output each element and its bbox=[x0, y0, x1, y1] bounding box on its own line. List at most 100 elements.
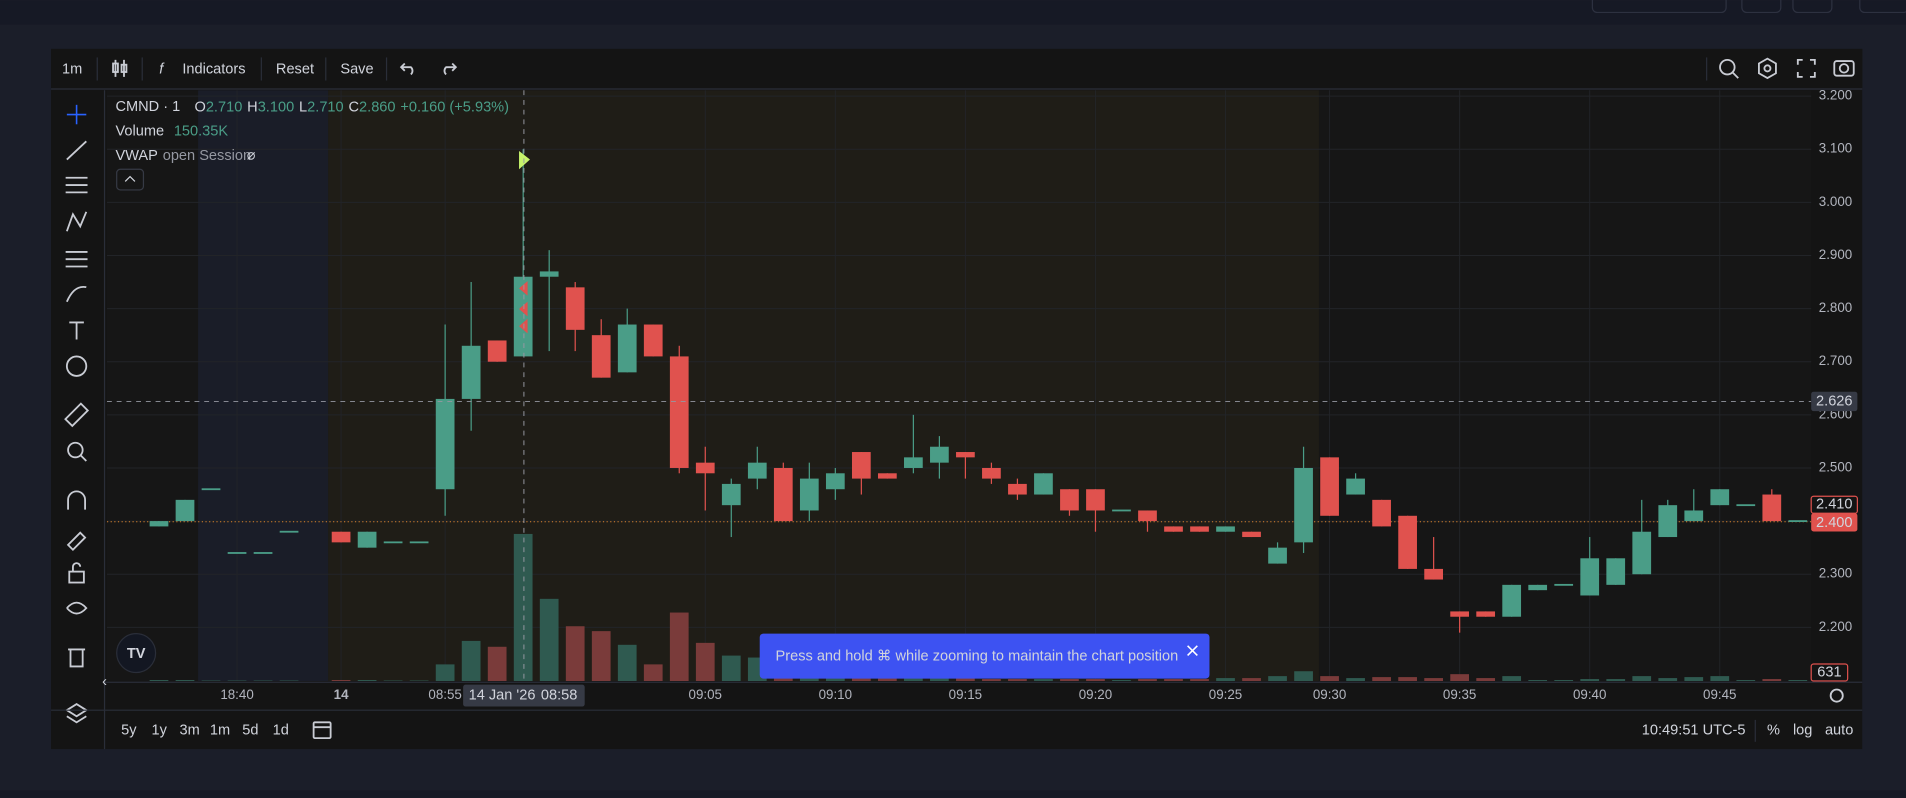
redo-button[interactable] bbox=[443, 62, 458, 76]
toolbar-bg bbox=[51, 48, 1863, 88]
volume-bar bbox=[1138, 679, 1157, 682]
volume-bar bbox=[721, 655, 741, 682]
c-value: 2.860 bbox=[359, 99, 395, 115]
candle-body bbox=[1294, 467, 1313, 543]
grid bbox=[106, 90, 1812, 682]
vwap-label: VWAP bbox=[115, 148, 157, 164]
volume-bar bbox=[1762, 679, 1782, 682]
o-value: 2.710 bbox=[206, 99, 242, 115]
crosshair-date: 14 Jan '26 bbox=[469, 687, 536, 703]
plot-area bbox=[106, 90, 1812, 682]
volume-bar bbox=[904, 677, 923, 682]
candle-body bbox=[1658, 505, 1678, 538]
crosshair-tool[interactable] bbox=[66, 104, 87, 125]
magnet-tool[interactable] bbox=[67, 490, 87, 510]
l-value: 2.710 bbox=[307, 99, 343, 115]
hidden-icon[interactable]: ⌀ bbox=[247, 148, 256, 164]
x-tick-label: 08:55 bbox=[428, 687, 461, 702]
collapse-button[interactable] bbox=[116, 168, 145, 191]
collapse-arrow[interactable]: ‹ bbox=[102, 674, 107, 690]
candle-body bbox=[1086, 489, 1105, 511]
volume-bar bbox=[1216, 678, 1235, 682]
candle-body bbox=[1710, 489, 1730, 506]
bottom-strip bbox=[0, 790, 1906, 798]
candle-body bbox=[175, 499, 195, 522]
candle-body bbox=[409, 541, 429, 544]
volume-legend: Volume 150.35K bbox=[115, 123, 228, 139]
top-button[interactable] bbox=[1591, 0, 1727, 14]
range-button[interactable]: 3m bbox=[179, 723, 199, 739]
candle-body bbox=[1762, 494, 1782, 522]
volume-bar bbox=[643, 664, 663, 682]
reset-button[interactable]: Reset bbox=[276, 61, 314, 77]
scale-option[interactable]: log bbox=[1793, 723, 1812, 739]
x-tick-label: 09:35 bbox=[1443, 687, 1476, 702]
zoom-tool[interactable] bbox=[67, 441, 87, 462]
volume-bar bbox=[930, 678, 949, 682]
range-button[interactable]: 1y bbox=[152, 723, 168, 739]
volume-bar bbox=[1528, 680, 1548, 682]
left-toolbar bbox=[64, 90, 106, 750]
pattern-tool[interactable] bbox=[65, 211, 88, 232]
interval-button[interactable]: 1m bbox=[62, 61, 82, 77]
range-button[interactable]: 1m bbox=[210, 723, 230, 739]
candle-body bbox=[1216, 526, 1235, 532]
candle-body bbox=[930, 446, 949, 463]
range-button[interactable]: 1d bbox=[273, 723, 289, 739]
volume-bar bbox=[695, 642, 715, 682]
crosshair-time-box bbox=[463, 684, 585, 707]
y-tick-label: 2.500 bbox=[1819, 460, 1852, 475]
c-label: C bbox=[349, 99, 360, 115]
fib-tool[interactable] bbox=[65, 176, 88, 194]
candle-body bbox=[1736, 504, 1756, 507]
legend: CMND · 1 O2.710 H3.100 L2.710 C2.860 +0.160 … bbox=[115, 99, 509, 191]
toast-close[interactable] bbox=[1187, 645, 1198, 657]
emoji-tool[interactable] bbox=[65, 355, 88, 377]
search-button[interactable] bbox=[1719, 58, 1739, 79]
projection-tool[interactable] bbox=[65, 251, 88, 268]
volume-bar bbox=[1450, 674, 1470, 682]
text-tool[interactable] bbox=[69, 321, 84, 340]
range-button[interactable]: 5d bbox=[242, 723, 258, 739]
volume-bar bbox=[1034, 679, 1053, 682]
ruler-tool[interactable] bbox=[64, 402, 90, 428]
lock-drawing-tool[interactable] bbox=[66, 531, 87, 552]
visibility-tool[interactable] bbox=[66, 601, 88, 615]
brush-tool[interactable] bbox=[66, 285, 87, 303]
candle-body bbox=[982, 467, 1001, 479]
crosshair-price-box bbox=[1811, 391, 1858, 412]
candle-body bbox=[1788, 520, 1808, 523]
volume-bar bbox=[591, 631, 611, 682]
logo-badge bbox=[116, 632, 157, 674]
candle-body bbox=[1502, 584, 1522, 617]
top-button[interactable] bbox=[1859, 0, 1906, 14]
top-button[interactable] bbox=[1792, 0, 1833, 14]
candle-body bbox=[253, 552, 273, 554]
fullscreen-button[interactable] bbox=[1796, 58, 1816, 78]
volume-bar bbox=[1164, 679, 1183, 682]
candle-body bbox=[539, 271, 559, 277]
lock-tool[interactable] bbox=[68, 562, 85, 584]
symbol: CMND · 1 bbox=[115, 99, 180, 115]
delete-tool[interactable] bbox=[68, 648, 86, 668]
top-button[interactable] bbox=[1741, 0, 1782, 14]
scale-option[interactable]: % bbox=[1767, 723, 1780, 739]
candle-body bbox=[591, 335, 611, 378]
volume-value: 150.35K bbox=[174, 123, 229, 139]
candle-body bbox=[851, 452, 871, 479]
indicators-button[interactable]: Indicators bbox=[182, 61, 245, 77]
volume-bar bbox=[1710, 676, 1730, 682]
screenshot-button[interactable] bbox=[1833, 60, 1855, 77]
volume-bar bbox=[1476, 678, 1496, 682]
date-range-button[interactable] bbox=[312, 721, 332, 740]
range-button[interactable]: 5y bbox=[121, 723, 137, 739]
candle-body bbox=[1528, 584, 1548, 591]
undo-button[interactable] bbox=[399, 62, 414, 76]
scale-option[interactable]: auto bbox=[1825, 723, 1853, 739]
save-button[interactable]: Save bbox=[340, 61, 373, 77]
axis-settings[interactable] bbox=[1829, 688, 1844, 703]
trendline-tool[interactable] bbox=[66, 140, 87, 161]
chart-type-button[interactable] bbox=[112, 59, 128, 77]
settings-button[interactable] bbox=[1758, 57, 1777, 80]
